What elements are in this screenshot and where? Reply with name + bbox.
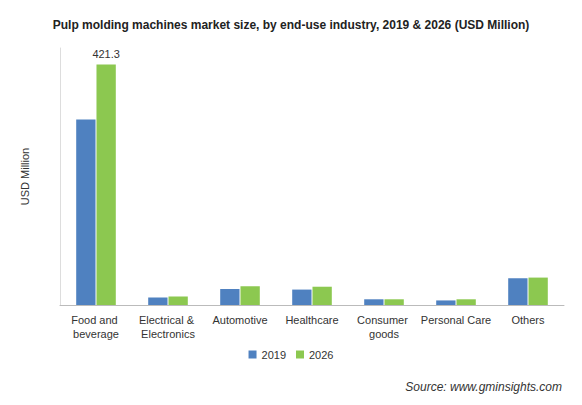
svg-text:Electronics: Electronics <box>141 328 195 340</box>
svg-text:Source: www.gminsights.com: Source: www.gminsights.com <box>405 380 562 394</box>
svg-text:421.3: 421.3 <box>92 48 120 60</box>
svg-text:Electrical &: Electrical & <box>139 314 197 326</box>
svg-text:Consumer: Consumer <box>357 314 411 326</box>
svg-text:Food and: Food and <box>71 314 121 326</box>
svg-text:2026: 2026 <box>309 349 333 361</box>
svg-text:USD Million: USD Million <box>19 148 31 205</box>
svg-text:Others: Others <box>511 314 545 326</box>
svg-text:Automotive: Automotive <box>212 314 267 326</box>
svg-text:Healthcare: Healthcare <box>285 314 338 326</box>
svg-text:Personal Care: Personal Care <box>421 314 491 326</box>
svg-text:2019: 2019 <box>262 349 286 361</box>
svg-text:beverage: beverage <box>73 328 119 340</box>
svg-text:goods: goods <box>369 328 399 340</box>
svg-text:Pulp molding machines market s: Pulp molding machines market size, by en… <box>53 18 530 32</box>
